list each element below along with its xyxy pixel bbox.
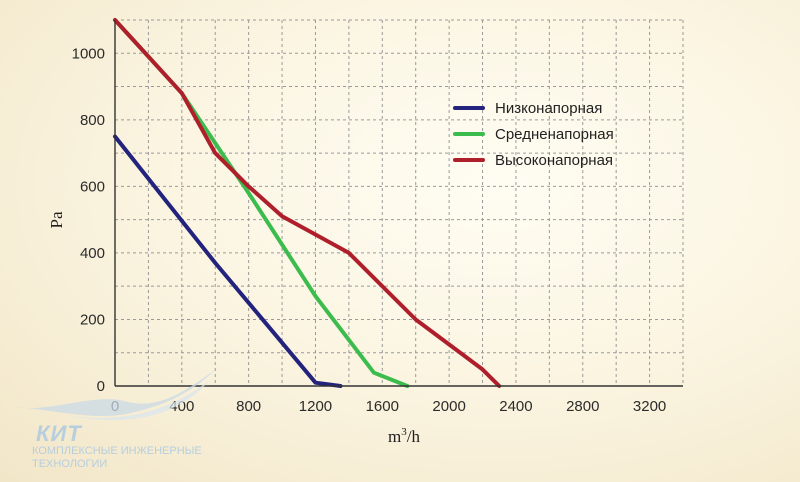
legend-label-2: Средненапорная [495,126,614,143]
x-tick-label: 3200 [633,398,666,415]
x-tick-label: 1600 [366,398,399,415]
y-tick-label: 0 [97,378,105,395]
y-tick-label: 1000 [72,45,105,62]
y-axis-label: Pa [47,211,66,228]
logo-subtitle-line1: КОМПЛЕКСНЫЕ ИНЖЕНЕРНЫЕ [32,445,202,457]
y-tick-label: 200 [80,311,105,328]
x-tick-label: 1200 [299,398,332,415]
grid [115,19,684,386]
y-tick-label: 800 [80,112,105,129]
kit-logo: КИТ КОМПЛЕКСНЫЕ ИНЖЕНЕРНЫЕ ТЕХНОЛОГИИ [6,365,226,475]
x-tick-label: 800 [236,398,261,415]
legend: Низконапорная Средненапорная Высоконапорна… [453,100,614,169]
series-line-2 [113,18,410,388]
x-tick-label: 2400 [499,398,532,415]
series-line-1 [113,134,343,388]
x-axis-label: m3/h [388,426,420,446]
tick-labels: 0400800120016002000240028003200020040060… [72,45,667,415]
series-lines [113,18,502,388]
y-tick-label: 400 [80,245,105,262]
series-line-3 [113,18,502,388]
y-tick-label: 600 [80,178,105,195]
axes [114,20,683,387]
legend-label-3: Высоконапорная [495,152,613,169]
x-tick-label: 2800 [566,398,599,415]
legend-label-1: Низконапорная [495,100,602,117]
logo-subtitle-line2: ТЕХНОЛОГИИ [32,458,108,470]
wave-icon [16,369,216,421]
x-tick-label: 2000 [432,398,465,415]
logo-title: КИТ [36,421,82,446]
